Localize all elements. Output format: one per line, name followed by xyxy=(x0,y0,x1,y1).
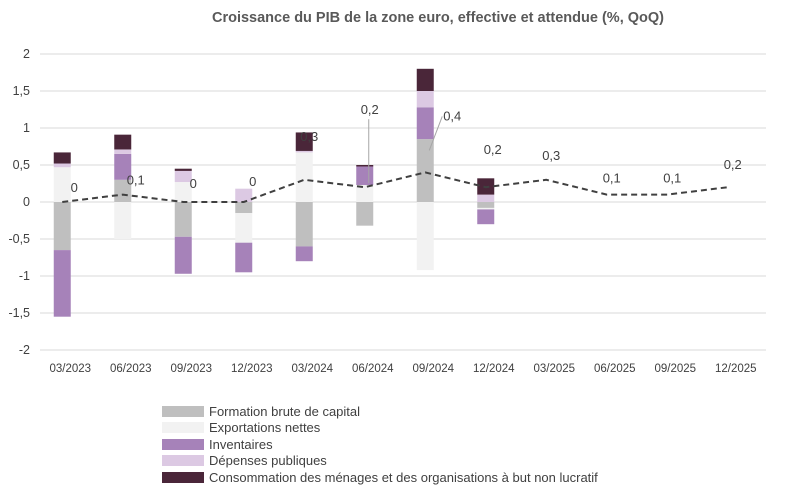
legend-item: Formation brute de capital xyxy=(162,403,598,420)
data-labels: 0 0,1 0 0 0,3 0,2 0,4 0,2 0,3 0,1 0,1 0,2 xyxy=(71,102,742,195)
data-label: 0,2 xyxy=(361,102,379,117)
x-tick-label: 12/2025 xyxy=(715,363,757,375)
y-tick-label: 0,5 xyxy=(13,158,30,172)
y-tick-label: -1,5 xyxy=(8,306,30,320)
x-tick-label: 12/2023 xyxy=(231,363,273,375)
bar-segment xyxy=(416,139,434,202)
bar-segment xyxy=(114,153,132,180)
bar-segment xyxy=(235,202,253,214)
x-tick-label: 09/2023 xyxy=(170,363,212,375)
legend-swatch xyxy=(162,455,204,467)
gdp-line xyxy=(62,171,728,203)
legend-item: Inventaires xyxy=(162,436,598,453)
bar-segment xyxy=(416,91,434,108)
bar-segment xyxy=(53,152,71,164)
legend-label: Exportations nettes xyxy=(209,420,321,436)
legend-item: Consommation des ménages et des organisa… xyxy=(162,469,598,486)
bar-segment xyxy=(356,165,374,167)
y-tick-label: -1 xyxy=(19,269,30,283)
legend-swatch xyxy=(162,422,204,434)
x-tick-label: 06/2024 xyxy=(352,363,394,375)
bar-segment xyxy=(114,179,132,202)
y-tick-label: 1 xyxy=(23,121,30,135)
data-label: 0,1 xyxy=(663,171,681,186)
y-tick-label: 1,5 xyxy=(13,84,30,98)
gdp-series-line xyxy=(62,171,728,203)
x-tick-label: 03/2023 xyxy=(49,363,91,375)
data-label: 0,1 xyxy=(603,171,621,186)
legend-swatch xyxy=(162,438,204,450)
bar-segment xyxy=(114,134,132,150)
data-label: 0,4 xyxy=(443,108,461,123)
bar-segment xyxy=(356,202,374,226)
data-label: 0,2 xyxy=(724,157,742,172)
bar-segment xyxy=(295,152,313,202)
bar-segment xyxy=(174,236,192,274)
x-tick-label: 06/2023 xyxy=(110,363,152,375)
bar-segment xyxy=(295,246,313,262)
bar-segment xyxy=(53,167,71,202)
y-tick-label: 0 xyxy=(23,195,30,209)
legend-swatch xyxy=(162,405,204,417)
data-label: 0,3 xyxy=(542,148,560,163)
legend-label: Formation brute de capital xyxy=(209,403,361,419)
x-tick-label: 12/2024 xyxy=(473,363,515,375)
bar-segment xyxy=(477,209,495,225)
data-label: 0,1 xyxy=(127,173,145,188)
y-tick-label: 2 xyxy=(23,47,30,61)
bar-segment xyxy=(174,182,192,202)
bar-segment xyxy=(416,68,434,91)
legend: Formation brute de capital Exportations n… xyxy=(162,403,598,486)
bar-segment xyxy=(53,202,71,251)
bar-segment xyxy=(356,184,374,202)
bar-segment xyxy=(53,250,71,317)
legend-label: Consommation des ménages et des organisa… xyxy=(209,469,598,485)
stacked-bars xyxy=(53,68,495,317)
bar-segment xyxy=(295,202,313,247)
legend-label: Dépenses publiques xyxy=(209,453,327,469)
y-tick-label: -0,5 xyxy=(8,232,30,246)
bar-segment xyxy=(235,242,253,273)
data-label: 0 xyxy=(249,174,256,189)
x-tick-label: 03/2025 xyxy=(533,363,575,375)
bar-segment xyxy=(174,170,192,183)
x-tick-label: 03/2024 xyxy=(291,363,333,375)
leader-line xyxy=(428,116,443,151)
data-label: 0 xyxy=(190,176,197,191)
gridlines xyxy=(40,53,766,351)
y-axis-ticks: 2 1,5 1 0,5 0 -0,5 -1 -1,5 -2 xyxy=(8,47,30,357)
chart-title: Croissance du PIB de la zone euro, effec… xyxy=(212,10,664,26)
data-label: 0,3 xyxy=(300,129,318,144)
bar-segment xyxy=(114,202,132,239)
bar-segment xyxy=(174,202,192,237)
bar-segment xyxy=(235,213,253,243)
data-label: 0 xyxy=(71,180,78,195)
bar-segment xyxy=(295,150,313,153)
bar-segment xyxy=(416,107,434,140)
bar-segment xyxy=(477,207,495,210)
bar-segment xyxy=(235,188,253,202)
bar-segment xyxy=(416,202,434,271)
bar-segment xyxy=(53,163,71,168)
bar-segment xyxy=(114,149,132,154)
bar-segment xyxy=(477,202,495,208)
legend-item: Dépenses publiques xyxy=(162,453,598,470)
y-tick-label: -2 xyxy=(19,343,30,357)
x-tick-label: 09/2025 xyxy=(654,363,696,375)
x-tick-label: 06/2025 xyxy=(594,363,636,375)
bar-segment xyxy=(356,166,374,185)
bar-segment xyxy=(477,194,495,202)
legend-item: Exportations nettes xyxy=(162,420,598,437)
legend-label: Inventaires xyxy=(209,436,273,452)
bar-segment xyxy=(174,168,192,171)
data-label: 0,2 xyxy=(484,142,502,157)
legend-swatch xyxy=(162,471,204,483)
x-axis-ticks: 03/2023 06/2023 09/2023 12/2023 03/2024 06/20… xyxy=(49,363,756,375)
x-tick-label: 09/2024 xyxy=(412,363,454,375)
bar-segment xyxy=(295,132,313,151)
